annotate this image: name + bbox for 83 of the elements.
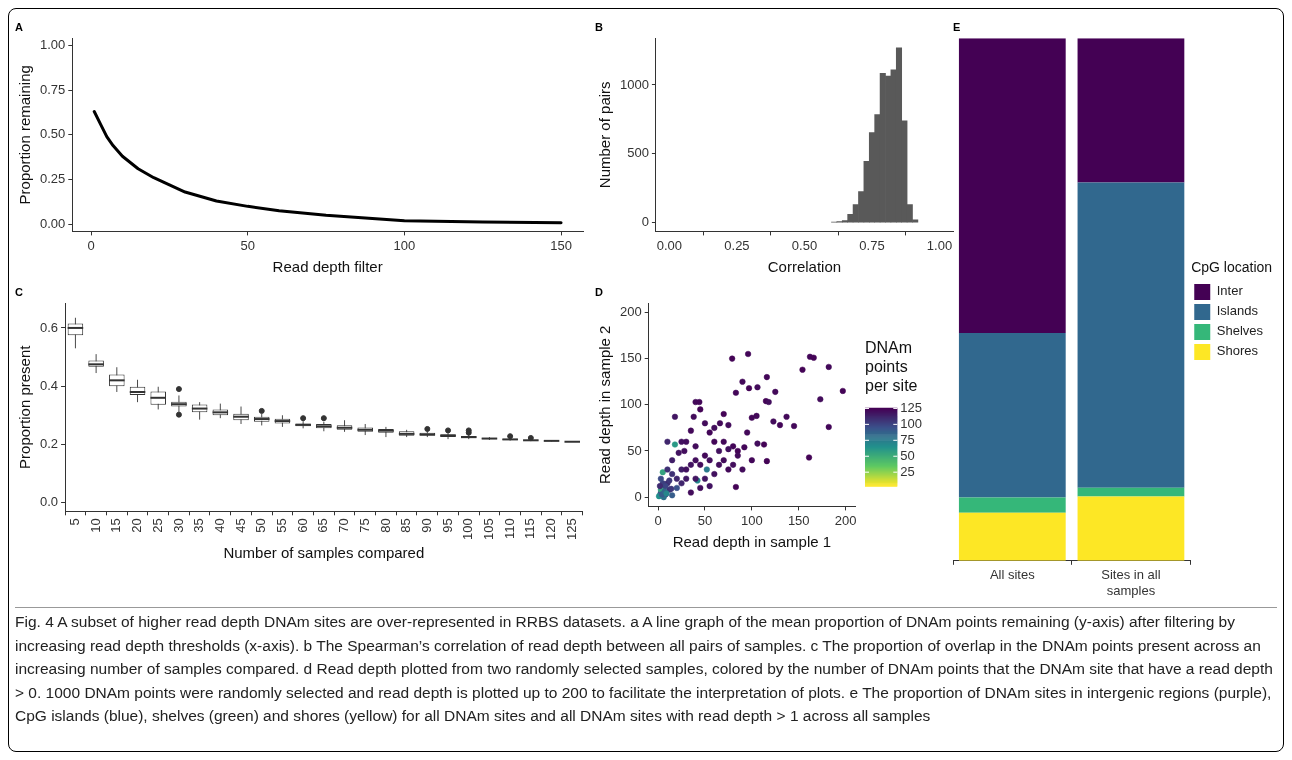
color-bar-label: 25 [900, 463, 915, 479]
x-tick-label: 105 [481, 518, 497, 541]
y-tick-label: 0.2 [39, 435, 59, 451]
legend-label: Inter [1216, 283, 1244, 299]
x-tick-label: 15 [108, 518, 124, 533]
x-tick-label: 100 [740, 512, 763, 528]
y-tick-label: 200 [619, 304, 642, 320]
color-bar-label: 125 [900, 400, 923, 416]
x-tick-label: 40 [211, 518, 227, 533]
x-tick-label: 20 [129, 518, 145, 533]
x-tick-label: 75 [356, 518, 372, 533]
x-tick-label: 70 [336, 518, 352, 533]
x-tick-label: 95 [439, 518, 455, 533]
y-tick-label: 1000 [620, 76, 649, 92]
caption: Fig. 4 A subset of higher read depth DNAm sites are over-represented in RRBS datasets. a A line graph of the mean proportion of DNAm points remaining (y-axis) after filtering by increasing read depth thresholds (x-axis). b The Spearman’s correlation of read depth between all pairs of samples. c The proportion of overlap in the DNAm points present across an increasing number of samples compared. d Read depth plotted from two randomly selected samples, colored by the number of DNAm points that the DNAm site that have a read depth > 0. 1000 DNAm points were randomly selected and read depth is plotted up to 200 to facilitate the interpretation of plots. e The proportion of DNAm sites in intergenic regions (purple), CpG islands (blue), shelves (green) and shores (yellow) for all DNAm sites and all DNAm sites with read depth > 1 across all samples [15, 610, 1277, 728]
y-tick-label: 0.0 [39, 494, 59, 510]
y-tick-label: 0.4 [39, 377, 59, 393]
x-tick-label: 85 [398, 518, 414, 533]
x-tick-label: 25 [149, 518, 165, 533]
x-tick-label: 80 [377, 518, 393, 533]
x-tick-label: 150 [787, 512, 810, 528]
chart-title: B [595, 20, 603, 33]
y-tick-label: 0.50 [39, 126, 66, 142]
x-axis-title: Correlation [767, 258, 842, 276]
x-tick-label: 90 [418, 518, 434, 533]
x-tick-label: 120 [543, 518, 559, 541]
color-bar-label: 100 [900, 415, 923, 431]
y-tick-label: 500 [627, 145, 649, 161]
x-tick-label: 50 [253, 518, 269, 533]
chart-title: C [15, 285, 23, 298]
y-tick-label: 50 [627, 442, 642, 458]
x-tick-label: 50 [240, 237, 255, 253]
y-axis-title: Number of pairs [596, 81, 614, 189]
color-bar-title: DNAm points per site [865, 338, 919, 395]
x-tick-label: 0 [654, 512, 662, 528]
x-tick-label: 200 [834, 512, 857, 528]
x-tick-label: All sites [989, 567, 1036, 583]
x-tick-label: 65 [315, 518, 331, 533]
x-tick-label: 115 [522, 518, 538, 540]
color-bar-label: 75 [900, 431, 915, 447]
x-tick-label: 0.75 [859, 237, 885, 253]
y-tick-label: 100 [619, 396, 642, 412]
x-tick-label: Sites in all samples [1101, 567, 1161, 598]
x-axis-title: Read depth filter [272, 258, 383, 276]
chart-title: E [953, 20, 961, 33]
x-tick-label: 1.00 [926, 237, 953, 253]
x-tick-label: 35 [191, 518, 207, 533]
x-tick-label: 125 [563, 518, 579, 541]
x-tick-label: 110 [501, 518, 517, 540]
x-tick-label: 0.50 [791, 237, 818, 253]
y-tick-label: 1.00 [39, 36, 66, 52]
y-tick-label: 0.75 [39, 81, 66, 97]
x-axis-title: Number of samples compared [223, 544, 425, 562]
y-tick-label: 0.6 [39, 319, 59, 335]
x-tick-label: 0.25 [724, 237, 750, 253]
chart-title: D [595, 285, 603, 298]
legend-label: Shores [1216, 343, 1259, 359]
legend-title: CpG location [1191, 258, 1273, 275]
y-axis-title: Proportion remaining [16, 65, 34, 205]
y-tick-label: 0 [641, 214, 649, 230]
x-tick-label: 5 [67, 518, 82, 526]
x-tick-label: 0 [87, 237, 95, 253]
color-bar-label: 50 [900, 447, 915, 463]
x-tick-label: 50 [697, 512, 713, 528]
y-axis-title: Read depth in sample 2 [596, 325, 614, 485]
y-tick-label: 150 [619, 350, 642, 366]
x-tick-label: 150 [550, 237, 572, 253]
legend-label: Shelves [1216, 323, 1264, 339]
x-tick-label: 45 [232, 518, 248, 533]
x-tick-label: 100 [460, 518, 476, 541]
y-tick-label: 0 [634, 488, 642, 504]
y-axis-title: Proportion present [16, 344, 34, 469]
y-tick-label: 0.25 [39, 171, 66, 187]
x-tick-label: 100 [393, 237, 416, 253]
x-tick-label: 0.00 [656, 237, 683, 253]
y-tick-label: 0.00 [39, 215, 66, 231]
x-tick-label: 55 [274, 518, 290, 533]
x-tick-label: 60 [294, 518, 310, 533]
legend-label: Islands [1216, 303, 1259, 319]
chart-title: A [15, 20, 23, 33]
x-tick-label: 30 [170, 518, 186, 533]
x-tick-label: 10 [87, 518, 103, 533]
x-axis-title: Read depth in sample 1 [672, 533, 832, 551]
